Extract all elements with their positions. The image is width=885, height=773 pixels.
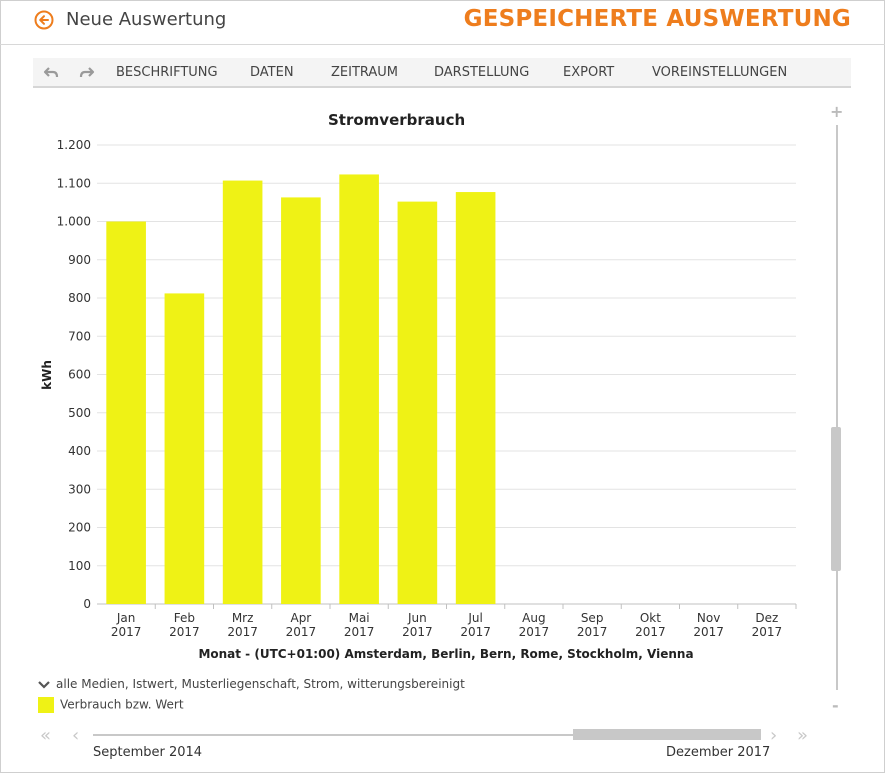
timeline-start-label: September 2014 (93, 745, 203, 760)
legend-group-label: alle Medien, Istwert, Musterliegenschaft… (56, 677, 465, 691)
redo-icon[interactable] (79, 64, 95, 80)
vertical-scrollbar-track[interactable] (836, 125, 838, 690)
zoom-out-button[interactable]: - (832, 696, 839, 715)
chart-title: Stromverbrauch (328, 111, 466, 129)
header-bar: Neue Auswertung GESPEICHERTE AUSWERTUNG (0, 0, 885, 45)
tab-export[interactable]: EXPORT (563, 65, 615, 80)
zoom-in-button[interactable]: + (830, 102, 844, 121)
tab-zeitraum[interactable]: ZEITRAUM (331, 65, 399, 80)
vertical-scrollbar-thumb[interactable] (831, 427, 841, 571)
page-title: GESPEICHERTE AUSWERTUNG (463, 6, 851, 32)
tab-beschriftung[interactable]: BESCHRIFTUNG (116, 65, 218, 80)
chevron-down-icon (38, 680, 50, 689)
undo-icon[interactable] (43, 64, 59, 80)
toolbar: BESCHRIFTUNG DATEN ZEITRAUM DARSTELLUNG … (33, 58, 851, 88)
timeline-scrollbar-thumb[interactable] (573, 729, 761, 740)
timeline-end-label: Dezember 2017 (666, 745, 771, 760)
tab-daten[interactable]: DATEN (250, 65, 294, 80)
double-chevron-left-icon[interactable]: « (40, 725, 52, 746)
tab-darstellung[interactable]: DARSTELLUNG (434, 65, 530, 80)
chevron-right-icon[interactable]: › (770, 725, 778, 746)
new-evaluation-link[interactable]: Neue Auswertung (66, 9, 227, 30)
legend-item[interactable]: Verbrauch bzw. Wert (38, 697, 184, 713)
legend-group-toggle[interactable]: alle Medien, Istwert, Musterliegenschaft… (38, 677, 465, 691)
back-arrow-icon[interactable] (34, 10, 54, 30)
double-chevron-right-icon[interactable]: » (797, 725, 809, 746)
legend-series-label: Verbrauch bzw. Wert (60, 697, 184, 712)
timeline-scrollbar-track[interactable] (93, 734, 761, 736)
chevron-left-icon[interactable]: ‹ (72, 725, 80, 746)
legend-swatch (38, 697, 54, 713)
tab-voreinstellungen[interactable]: VOREINSTELLUNGEN (652, 65, 788, 80)
